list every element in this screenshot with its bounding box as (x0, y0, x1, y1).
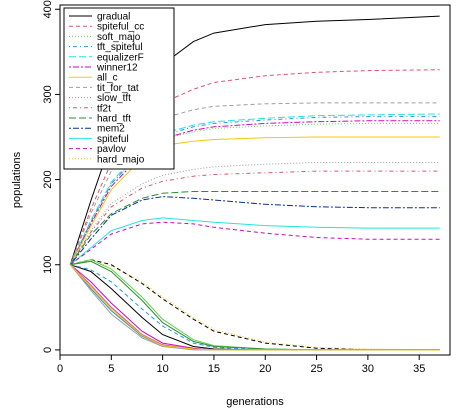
series-line-tf2t (69, 170, 440, 265)
y-tick-label: 200 (42, 170, 54, 188)
y-tick-label: 0 (42, 347, 54, 353)
series-line-spiteful_cc (69, 69, 440, 265)
x-axis-title: generations (226, 396, 284, 408)
legend-entry: pavlov (97, 144, 126, 155)
x-axis: 0 5 10 15 20 25 30 35 (57, 355, 425, 375)
legend-entry: gradual (97, 12, 130, 23)
legend-entry: slow_tft (97, 93, 131, 104)
legend-box (63, 7, 175, 170)
series-line-all_c (69, 136, 440, 265)
legend-entry: winner12 (96, 63, 138, 74)
series-line-tit_for_tat (69, 102, 440, 265)
x-tick-label: 0 (57, 363, 63, 375)
series-line-unlabeled-15 (70, 259, 440, 351)
x-tick-label: 35 (413, 363, 425, 375)
series-line-winner12 (69, 120, 440, 265)
series-line-tft_spiteful (69, 116, 440, 265)
y-tick-label: 400 (42, 0, 54, 18)
series-line-spiteful (69, 217, 440, 266)
series-line-equalizerF (69, 113, 440, 265)
x-tick-label: 5 (108, 363, 114, 375)
x-tick-label: 10 (157, 363, 169, 375)
series-line-hard_majo (70, 260, 440, 351)
legend-entry: tf2t (97, 103, 111, 114)
legend-entry: equalizerF (97, 52, 144, 63)
x-tick-label: 15 (208, 363, 220, 375)
y-tick-label: 300 (42, 85, 54, 103)
series-line-hard_tft (69, 191, 440, 265)
legend: gradualspiteful_ccsoft_majotft_spitefule… (63, 7, 175, 170)
y-axis: 0 100 200 300 400 (42, 0, 60, 353)
legend-entry: hard_tft (97, 114, 131, 125)
legend-entry: tft_spiteful (97, 42, 143, 53)
series-lines (69, 15, 440, 351)
legend-entry: hard_majo (97, 154, 145, 165)
legend-entry: spiteful_cc (97, 22, 144, 33)
legend-entry: all_c (97, 73, 118, 84)
legend-entry: tit_for_tat (97, 83, 139, 94)
series-line-unlabeled-24 (69, 264, 440, 351)
x-tick-label: 30 (362, 363, 374, 375)
x-tick-label: 20 (259, 363, 271, 375)
x-tick-label: 25 (310, 363, 322, 375)
legend-entry: soft_majo (97, 32, 141, 43)
legend-entry: spiteful (97, 134, 129, 145)
legend-entry: mem2 (97, 124, 125, 135)
series-line-pavlov (70, 221, 440, 266)
y-tick-label: 100 (42, 256, 54, 274)
series-line-mem2 (69, 196, 440, 266)
y-axis-title: populations (11, 151, 23, 208)
